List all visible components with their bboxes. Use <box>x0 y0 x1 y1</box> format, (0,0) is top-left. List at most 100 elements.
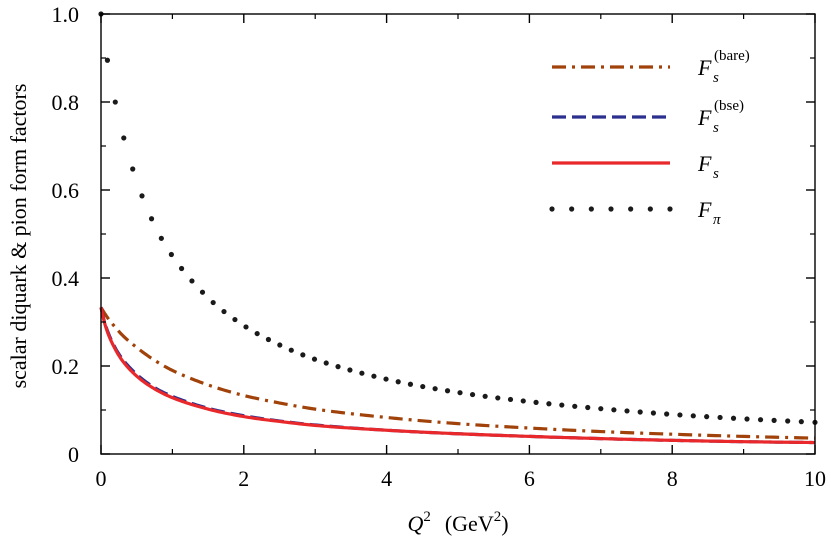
series-3-dot <box>432 386 438 392</box>
series-3-dot <box>243 324 249 330</box>
series-3-dot <box>347 367 353 373</box>
y-tick-label: 1.0 <box>52 2 80 27</box>
series-0 <box>99 305 816 440</box>
series-3-dot <box>221 308 227 315</box>
x-tick-label: 8 <box>667 466 678 491</box>
axes-layer: 0 2 4 6 8 10 0 0.2 0.4 0.6 0.8 1.0 <box>52 2 827 491</box>
series-3-dot <box>798 419 804 425</box>
series-3-dot <box>232 316 238 323</box>
legend-swatch-dot <box>647 206 653 212</box>
series-3-dot <box>507 396 514 403</box>
legend-swatch-dot <box>549 206 555 212</box>
y-tick-label: 0.8 <box>52 90 80 115</box>
series-3-dot <box>611 407 617 413</box>
series-3-dot <box>104 57 111 63</box>
plot-background <box>101 14 815 454</box>
series-3-dot <box>311 356 318 362</box>
series-3-dot <box>690 413 696 419</box>
series-3-dot <box>744 416 750 422</box>
legend-entry-1: F (bse) s <box>552 98 744 136</box>
series-3-dot <box>148 216 155 222</box>
series-3-dot <box>457 390 463 396</box>
legend-label: F (bse) s <box>697 98 744 136</box>
legend-swatch-dot <box>667 206 673 212</box>
x-tick-label: 2 <box>238 466 249 491</box>
series-3-dot <box>178 265 185 272</box>
legend-swatch-dot <box>628 206 634 212</box>
y-tick-label: 0.2 <box>52 354 80 379</box>
series-3-dot <box>785 418 791 424</box>
series-3-dot <box>371 373 377 379</box>
legend-swatch-dot <box>569 206 575 212</box>
series-3-dot <box>482 393 488 399</box>
legend-entry-0: F (bare) s <box>552 48 750 86</box>
series-3-dot <box>572 403 578 409</box>
series-0-line <box>99 305 816 440</box>
series-3-dot <box>730 415 737 421</box>
series-3-dot <box>168 251 174 258</box>
series-3-dot <box>189 278 195 284</box>
series-3-dot <box>757 417 764 423</box>
series-3-dot <box>277 342 283 348</box>
series-3-dot <box>265 336 272 343</box>
series-3-dot <box>533 399 539 405</box>
series-3-dot <box>771 417 777 423</box>
y-axis-title: scalar diquark & pion form factors <box>6 84 31 389</box>
x-axis-variable-sup: 2 <box>423 509 431 525</box>
series-3-dot <box>585 404 591 411</box>
series-3-dot <box>598 406 604 412</box>
x-tick-label: 6 <box>524 466 535 491</box>
series-3-dot <box>650 410 657 416</box>
x-axis-unit-sup: 2 <box>494 509 502 525</box>
series-3-dot <box>121 135 127 141</box>
y-tick-label: 0.6 <box>52 178 80 203</box>
series-3-dot <box>637 409 643 415</box>
x-tick-label: 4 <box>381 466 392 491</box>
series-3-dot <box>359 370 365 376</box>
series-3-dot <box>300 352 306 358</box>
series-3-dot <box>495 395 501 401</box>
series-3-dot <box>444 388 451 394</box>
series-3-dot <box>395 379 401 385</box>
series-3-dot <box>717 414 723 421</box>
legend-label: F (bare) s <box>697 48 750 86</box>
series-3-dot <box>546 401 552 407</box>
x-tick-label: 0 <box>96 466 107 491</box>
series-2-line <box>99 305 816 445</box>
x-axis-unit: (GeV <box>445 511 494 536</box>
series-3-dot <box>254 330 260 337</box>
series-3-dot <box>704 414 710 420</box>
y-tick-label: 0.4 <box>52 266 80 291</box>
series-3 <box>98 11 818 425</box>
x-tick-label: 10 <box>804 466 826 491</box>
x-axis-title: Q2 (GeV2) <box>407 509 508 536</box>
series-3-dot <box>139 193 145 199</box>
series-3-dot <box>624 408 630 414</box>
series-layer <box>98 11 818 445</box>
series-3-dot <box>664 411 670 417</box>
y-tick-label: 0 <box>68 442 79 467</box>
legend: F (bare) s F (bse) s F s F π <box>549 48 750 228</box>
series-3-dot <box>199 289 206 295</box>
plot-area <box>101 14 815 454</box>
series-3-dot <box>158 235 164 241</box>
series-3-dot <box>469 391 476 398</box>
legend-swatch-dot <box>588 206 594 212</box>
series-3-dot <box>288 347 294 353</box>
series-3-dot <box>520 398 526 404</box>
series-2 <box>99 305 816 445</box>
series-3-dot <box>383 376 389 382</box>
x-axis-unit-end: ) <box>501 511 508 536</box>
series-3-dot <box>420 383 426 390</box>
series-3-dot <box>407 381 414 387</box>
series-3-dot <box>210 299 216 306</box>
series-3-dot <box>130 166 136 172</box>
series-3-dot <box>112 99 118 105</box>
series-3-dot <box>559 402 565 408</box>
legend-swatch-dot <box>608 206 614 212</box>
